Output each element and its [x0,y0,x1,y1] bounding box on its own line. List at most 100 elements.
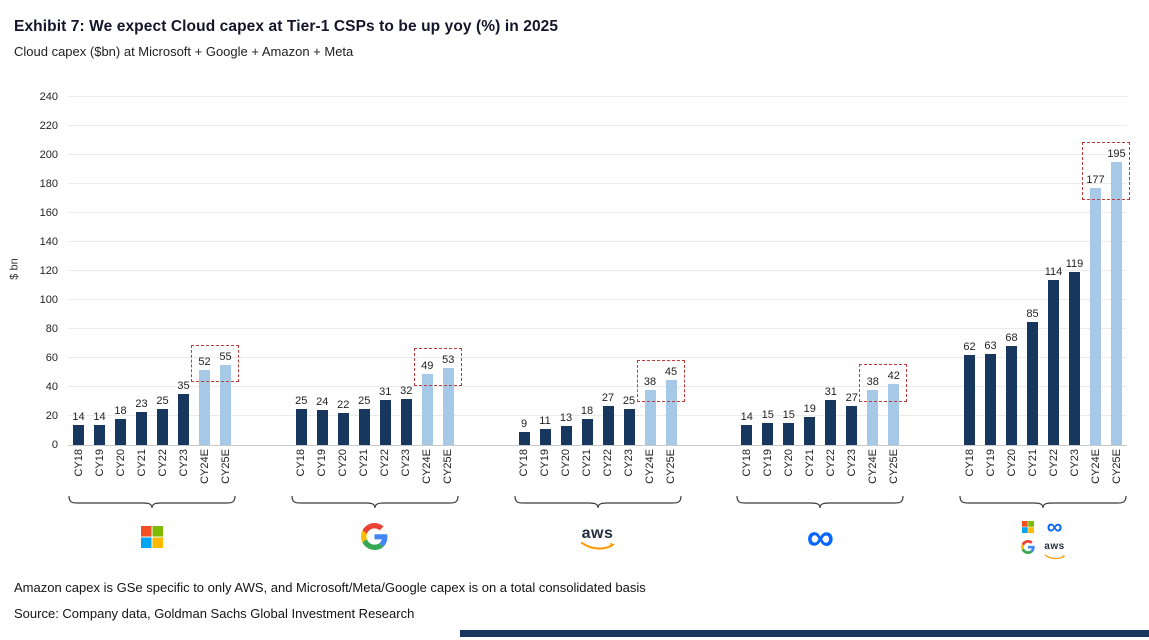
bar-value-label: 38 [866,376,879,388]
y-tick-label: 220 [39,120,58,132]
x-tick-label: CY25E [665,449,677,484]
x-tick-label: CY22 [379,449,392,477]
google-logo-icon [361,523,388,550]
bar-group-combined: 62 63 68 85 114 119 177 195 CY18 CY19 CY20 CY21 CY22… [959,97,1130,560]
x-tick-cell: CY20 [778,449,799,495]
bar-google-CY25E [442,368,454,445]
bar-microsoft-CY25E [220,365,231,445]
bar-cell: 14 [89,411,110,445]
bars-row-combined: 62 63 68 85 114 119 177 195 [959,97,1130,445]
bar-cell: 63 [980,340,1001,445]
bar-aws-CY18 [518,432,530,445]
gridline [68,386,1127,387]
bar-combined-CY18 [964,355,975,445]
group-brace-icon [291,495,459,509]
groups-row: 14 14 18 23 25 35 52 55 CY18 CY19 CY20 CY21 CY22 CY23… [68,97,1130,560]
bar-cell: 22 [333,399,354,445]
bar-google-CY20 [337,413,349,445]
bar-cell: 25 [152,395,173,445]
meta-logo: ∞ [807,519,834,557]
group-brace-icon [736,495,904,509]
bar-cell: 9 [514,418,535,445]
bar-cell: 68 [1001,332,1022,445]
bar-value-label: 25 [295,395,308,407]
x-tick-label: CY18 [518,449,530,477]
x-tick-cell: CY24E [417,449,438,495]
x-tick-label: CY23 [623,449,635,477]
bar-value-label: 14 [72,411,85,423]
bar-value-label: 85 [1026,308,1039,320]
bar-microsoft-CY21 [136,412,147,445]
bar-google-CY24E [421,374,433,445]
x-tick-label: CY18 [740,449,753,477]
y-tick-label: 0 [51,439,58,451]
bar-cell: 14 [736,411,757,445]
bar-value-label: 62 [963,341,976,353]
x-tick-label: CY23 [1068,449,1081,477]
x-tick-label: CY18 [963,449,976,477]
bars-row-meta: 14 15 15 19 31 27 38 42 [736,97,908,445]
bar-cell: 23 [131,398,152,445]
x-axis-labels-microsoft: CY18 CY19 CY20 CY21 CY22 CY23 CY24E CY25E [68,449,236,495]
bar-group-microsoft: 14 14 18 23 25 35 52 55 CY18 CY19 CY20 CY21 CY22 CY23… [68,97,239,560]
x-axis-labels-google: CY18 CY19 CY20 CY21 CY22 CY23 CY24E CY25E [291,449,459,495]
x-tick-label: CY24E [866,449,879,484]
footnotes: Amazon capex is GSe specific to only AWS… [14,580,1149,621]
x-tick-cell: CY23 [619,449,640,495]
x-tick-label: CY24E [198,449,211,484]
logo-row [361,518,388,560]
x-tick-label: CY19 [761,449,774,477]
x-tick-cell: CY25E [1106,449,1127,495]
bar-cell: 25 [354,395,375,445]
bar-value-label: 13 [559,412,573,424]
gridline [68,328,1127,329]
gridline [68,299,1127,300]
bar-cell: 31 [820,386,841,445]
gridlines [68,96,1127,446]
bar-group-aws: 9 11 13 18 27 25 38 45 CY18 CY19 CY20 CY21 CY22 CY23 C… [513,97,685,560]
bar-group-meta: 14 15 15 19 31 27 38 42 CY18 CY19 CY20 CY21 CY22 CY23… [736,97,908,560]
bottom-accent-bar [460,630,1149,637]
x-tick-cell: CY19 [312,449,333,495]
x-tick-label: CY20 [1005,449,1018,477]
gridline [68,241,1127,242]
bar-cell: 18 [577,405,598,445]
x-tick-label: CY19 [93,449,106,477]
bar-meta-CY22 [825,400,837,445]
bars-row-microsoft: 14 14 18 23 25 35 52 55 [68,97,239,445]
aws-wordmark: aws [581,525,614,542]
gridline [68,212,1127,213]
bar-value-label: 55 [219,351,232,363]
combined-logos: ∞ aws [1020,515,1066,560]
bar-value-label: 25 [358,395,371,407]
bar-microsoft-CY19 [94,425,105,445]
x-tick-cell: CY25E [661,449,682,495]
x-tick-label: CY19 [316,449,329,477]
group-brace-icon [959,495,1127,509]
y-tick-label: 200 [39,149,58,161]
logo-row: ∞ [807,518,834,560]
x-axis-labels-combined: CY18 CY19 CY20 CY21 CY22 CY23 CY24E CY25E [959,449,1127,495]
logo-row: aws [580,518,616,560]
y-tick-label: 240 [39,91,58,103]
y-tick-label: 20 [45,410,58,422]
bar-cell: 11 [535,415,556,445]
gridline [68,125,1127,126]
gridline [68,154,1127,155]
bar-value-label: 15 [782,409,795,421]
x-tick-label: CY23 [400,449,413,477]
x-tick-cell: CY25E [438,449,459,495]
x-axis-labels-aws: CY18 CY19 CY20 CY21 CY22 CY23 CY24E CY25E [514,449,682,495]
x-tick-label: CY21 [803,449,816,477]
y-tick-label: 120 [39,265,58,277]
bar-microsoft-CY22 [157,409,168,445]
bar-cell: 24 [312,396,333,445]
aws-logo: aws [580,525,616,551]
bar-google-CY21 [358,409,370,445]
bar-meta-CY23 [846,406,858,445]
bar-cell: 62 [959,341,980,445]
bar-google-CY19 [316,410,328,445]
bar-value-label: 27 [601,392,615,404]
bar-value-label: 14 [740,411,753,423]
